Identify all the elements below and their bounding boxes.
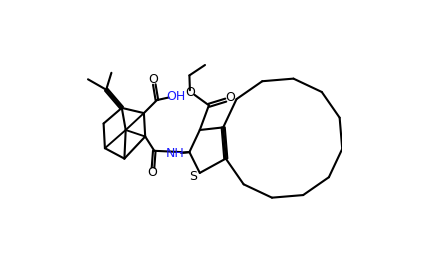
Text: O: O bbox=[147, 166, 157, 179]
Text: OH: OH bbox=[166, 90, 186, 103]
Text: S: S bbox=[190, 170, 197, 183]
Text: O: O bbox=[148, 73, 158, 86]
Text: O: O bbox=[225, 91, 236, 104]
Text: NH: NH bbox=[166, 147, 184, 160]
Text: O: O bbox=[185, 86, 195, 99]
